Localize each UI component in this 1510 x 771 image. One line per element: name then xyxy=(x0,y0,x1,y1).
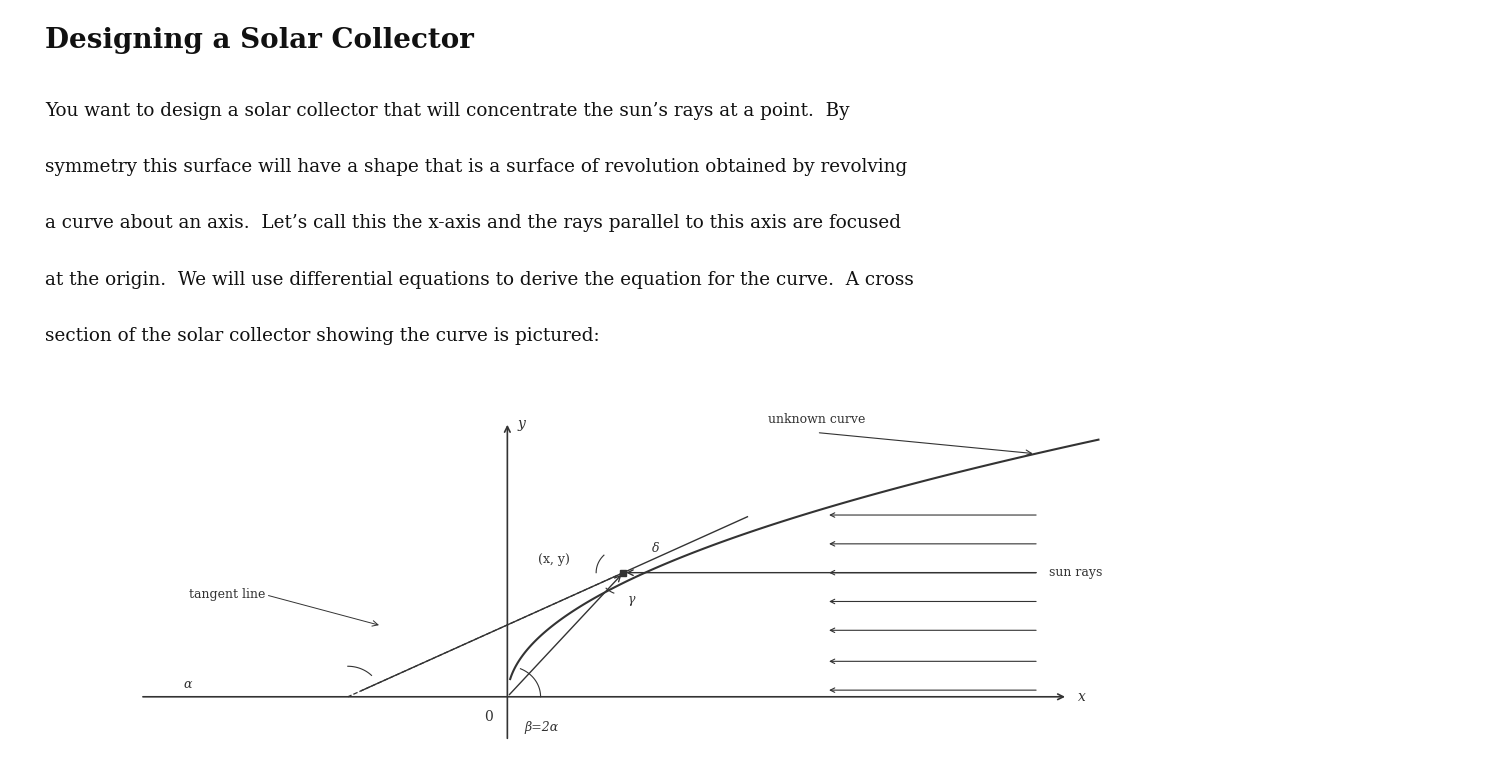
Text: sun rays: sun rays xyxy=(1048,566,1102,579)
Text: section of the solar collector showing the curve is pictured:: section of the solar collector showing t… xyxy=(45,327,599,345)
Text: a curve about an axis.  Let’s call this the x-axis and the rays parallel to this: a curve about an axis. Let’s call this t… xyxy=(45,214,901,232)
Text: 0: 0 xyxy=(483,710,492,724)
Text: β=2α: β=2α xyxy=(525,722,559,734)
Text: δ: δ xyxy=(652,542,660,555)
Text: (x, y): (x, y) xyxy=(538,553,571,566)
Text: x: x xyxy=(1078,690,1086,704)
Text: at the origin.  We will use differential equations to derive the equation for th: at the origin. We will use differential … xyxy=(45,271,914,288)
Text: α: α xyxy=(184,678,192,691)
Text: symmetry this surface will have a shape that is a surface of revolution obtained: symmetry this surface will have a shape … xyxy=(45,158,908,176)
Text: tangent line: tangent line xyxy=(189,588,266,601)
Text: You want to design a solar collector that will concentrate the sun’s rays at a p: You want to design a solar collector tha… xyxy=(45,102,850,120)
Text: Designing a Solar Collector: Designing a Solar Collector xyxy=(45,27,474,54)
Text: γ: γ xyxy=(628,593,636,606)
Text: y: y xyxy=(516,418,525,432)
Text: unknown curve: unknown curve xyxy=(769,413,865,426)
